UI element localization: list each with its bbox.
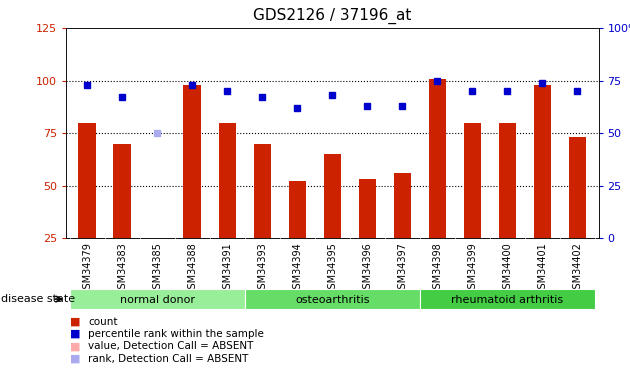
Text: rheumatoid arthritis: rheumatoid arthritis	[451, 295, 563, 305]
Title: GDS2126 / 37196_at: GDS2126 / 37196_at	[253, 8, 411, 24]
Text: GSM34398: GSM34398	[432, 242, 442, 295]
Bar	[464, 123, 481, 238]
Text: GSM34400: GSM34400	[503, 242, 512, 295]
Text: GSM34402: GSM34402	[573, 242, 583, 295]
Bar	[324, 154, 341, 238]
Bar	[149, 238, 166, 280]
Text: GSM34395: GSM34395	[328, 242, 337, 295]
Text: rank, Detection Call = ABSENT: rank, Detection Call = ABSENT	[88, 354, 249, 364]
Bar	[70, 289, 245, 309]
Bar	[78, 123, 96, 238]
Text: GSM34391: GSM34391	[222, 242, 232, 295]
Text: ■: ■	[71, 342, 81, 351]
Bar	[534, 85, 551, 238]
Text: ■: ■	[71, 354, 81, 364]
Text: GSM34396: GSM34396	[362, 242, 372, 295]
Bar	[428, 78, 446, 238]
Text: GSM34383: GSM34383	[117, 242, 127, 295]
Bar	[569, 137, 587, 238]
Bar	[245, 289, 420, 309]
Bar	[358, 179, 376, 238]
Bar	[499, 123, 516, 238]
Bar	[219, 123, 236, 238]
Bar	[113, 144, 131, 238]
Bar	[289, 182, 306, 238]
Text: ■: ■	[71, 329, 81, 339]
Text: normal donor: normal donor	[120, 295, 195, 305]
Text: GSM34399: GSM34399	[467, 242, 478, 295]
Bar	[183, 85, 201, 238]
Bar	[394, 173, 411, 238]
Text: GSM34397: GSM34397	[398, 242, 408, 295]
Text: percentile rank within the sample: percentile rank within the sample	[88, 329, 264, 339]
Text: disease state: disease state	[1, 294, 76, 304]
Text: GSM34393: GSM34393	[257, 242, 267, 295]
Text: osteoarthritis: osteoarthritis	[295, 295, 370, 305]
Text: GSM34385: GSM34385	[152, 242, 162, 295]
Bar	[253, 144, 271, 238]
Text: GSM34401: GSM34401	[537, 242, 547, 295]
Text: GSM34394: GSM34394	[292, 242, 302, 295]
Text: GSM34379: GSM34379	[82, 242, 92, 295]
Text: GSM34388: GSM34388	[187, 242, 197, 295]
Text: ■: ■	[71, 317, 81, 327]
Bar	[420, 289, 595, 309]
Text: value, Detection Call = ABSENT: value, Detection Call = ABSENT	[88, 342, 253, 351]
Text: count: count	[88, 317, 118, 327]
